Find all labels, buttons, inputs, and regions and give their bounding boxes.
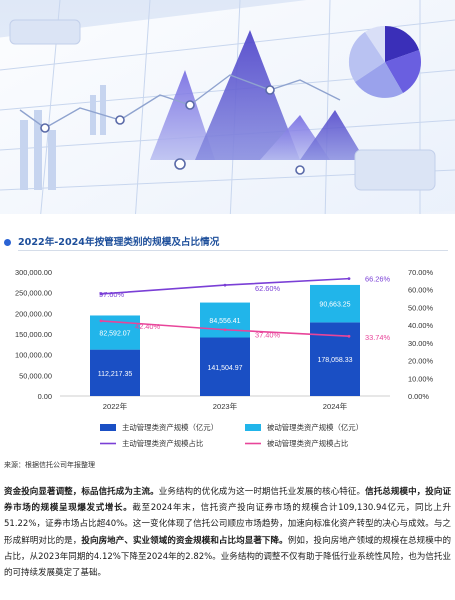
passive-share-point: [223, 328, 227, 332]
bar-active-value-label: 178,058.33: [317, 357, 352, 364]
y-left-tick-label: 300,000.00: [15, 268, 52, 277]
y-right-tick-label: 0.00%: [408, 392, 429, 401]
x-tick-label: 2022年: [103, 401, 128, 411]
x-tick-label: 2024年: [323, 401, 348, 411]
bar-passive: [200, 302, 250, 338]
paragraph-highlight: 资金投向显著调整，标品信托成为主流。: [4, 487, 159, 497]
passive-share-label: 37.40%: [255, 331, 280, 340]
title-bullet: [4, 239, 11, 246]
body-paragraph: 资金投向显著调整，标品信托成为主流。业务结构的优化成为这一时期信托业发展的核心特…: [4, 484, 451, 581]
paragraph-text: 截至2024年末，信托资产投向证券市场的规模合计109,130.94亿元，同比上…: [4, 503, 451, 546]
bar-passive-value-label: 84,556.41: [209, 318, 240, 325]
active-share-point: [223, 283, 227, 287]
legend-swatch: [245, 424, 261, 431]
hero-illustration: [0, 0, 455, 222]
active-share-label: 62.60%: [255, 284, 280, 293]
hero-illustration-graphic: [0, 0, 455, 222]
y-left-tick-label: 150,000.00: [15, 330, 52, 339]
legend-label: 被动管理类资产规模（亿元）: [267, 423, 363, 432]
paragraph-highlight: 投向房地产、实业领域的资金规模和占比均显著下降。: [81, 535, 288, 546]
y-right-tick-label: 30.00%: [408, 339, 433, 348]
active-share-label: 66.26%: [365, 275, 390, 284]
bar-passive: [310, 284, 360, 323]
paragraph-highlight: 信托总规模中，投向证券市场的规模呈现爆发式增长。: [4, 487, 451, 514]
y-left-tick-label: 250,000.00: [15, 289, 52, 298]
y-right-tick-label: 40.00%: [408, 321, 433, 330]
combo-bar-line-chart: 0.00 50,000.00 100,000.00 150,000.00 200,000…: [15, 268, 433, 448]
title-divider: [18, 250, 448, 251]
y-right-tick-label: 10.00%: [408, 374, 433, 383]
y-right-tick-label: 70.00%: [408, 268, 433, 277]
legend-label: 被动管理类资产规模占比: [267, 439, 348, 448]
y-left-tick-label: 100,000.00: [15, 351, 52, 360]
y-left-tick-label: 200,000.00: [15, 309, 52, 318]
legend-label: 主动管理类资产规模占比: [122, 439, 203, 448]
y-right-tick-label: 60.00%: [408, 286, 433, 295]
paragraph-text: 业务结构的优化成为这一时期信托业发展的核心特征。: [158, 487, 366, 497]
active-share-point: [347, 277, 351, 281]
bar-passive-value-label: 82,592.07: [99, 331, 130, 338]
active-share-label: 57.60%: [99, 290, 124, 299]
bar-passive-value-label: 90,663.25: [319, 302, 350, 309]
bar-active: [200, 337, 250, 396]
y-left-tick-label: 50,000.00: [19, 371, 52, 380]
y-right-tick-label: 20.00%: [408, 357, 433, 366]
bar-active-value-label: 141,504.97: [207, 365, 242, 372]
bar-active: [90, 349, 140, 396]
paragraph-text: 例如，投向房地产领域的规模在总规模中的占比，从2023年同期的4.12%下降至2…: [4, 535, 451, 579]
passive-share-point: [347, 334, 351, 338]
x-tick-label: 2023年: [213, 401, 238, 411]
passive-share-point: [99, 319, 103, 323]
chart-title: 2022年-2024年按管理类别的规模及占比情况: [18, 237, 220, 248]
source-note: 来源：根据信托公司年报整理: [4, 461, 95, 469]
active-share-point: [99, 292, 103, 296]
bar-active-value-label: 112,217.35: [98, 371, 133, 378]
legend-swatch: [100, 424, 116, 431]
y-right-tick-label: 50.00%: [408, 303, 433, 312]
legend-label: 主动管理类资产规模（亿元）: [122, 423, 218, 432]
y-left-tick-label: 0.00: [38, 392, 52, 401]
chart-title-row: 2022年-2024年按管理类别的规模及占比情况: [4, 233, 451, 251]
passive-share-label: 42.40%: [135, 322, 160, 331]
chart-container: 0.00 50,000.00 100,000.00 150,000.00 200,000…: [0, 258, 455, 458]
passive-share-label: 33.74%: [365, 333, 390, 342]
